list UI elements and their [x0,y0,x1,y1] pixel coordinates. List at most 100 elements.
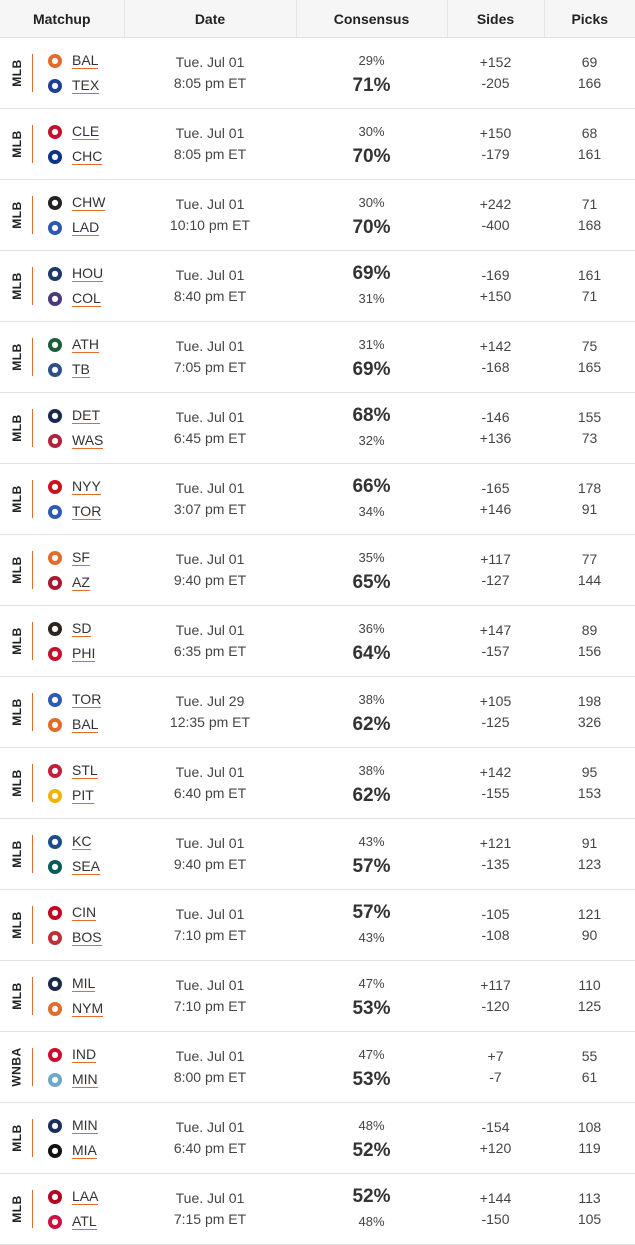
game-row[interactable]: MLB ● MIL ● NYM Tue. Jul 01 7:10 pm ET 47% 53% +1… [0,961,635,1032]
team-abbr-link[interactable]: BAL [72,52,99,69]
team-abbr-link[interactable]: SF [72,549,90,566]
team-away[interactable]: ● CIN [48,900,102,925]
team-home[interactable]: ● BAL [48,712,101,737]
picks-home: 165 [577,359,602,375]
team-abbr-link[interactable]: ATH [72,336,99,353]
team-abbr-link[interactable]: COL [72,290,101,307]
team-abbr-link[interactable]: IND [72,1046,97,1063]
game-row[interactable]: MLB ● MIN ● MIA Tue. Jul 01 6:40 pm ET 48% 52% -1… [0,1103,635,1174]
team-abbr-link[interactable]: PHI [72,645,96,662]
game-row[interactable]: MLB ● SF ● AZ Tue. Jul 01 9:40 pm ET 35% 65% +117… [0,535,635,606]
game-row[interactable]: MLB ● STL ● PIT Tue. Jul 01 6:40 pm ET 38% 62% +1… [0,748,635,819]
picks-cell: 95 153 [544,748,635,819]
team-home[interactable]: ● MIN [48,1067,98,1092]
team-abbr-link[interactable]: DET [72,407,100,424]
team-away[interactable]: ● MIL [48,971,103,996]
team-away[interactable]: ● IND [48,1042,98,1067]
team-abbr-link[interactable]: SEA [72,858,101,875]
team-abbr-link[interactable]: WAS [72,432,104,449]
consensus-away: 30% [358,195,385,210]
team-abbr-link[interactable]: KC [72,833,92,850]
team-home[interactable]: ● LAD [48,215,105,240]
team-home[interactable]: ● TB [48,357,99,382]
game-row[interactable]: WNBA ● IND ● MIN Tue. Jul 01 8:00 pm ET 47% 53% +… [0,1032,635,1103]
team-home[interactable]: ● PHI [48,641,96,666]
team-home[interactable]: ● NYM [48,996,104,1021]
game-row[interactable]: MLB ● NYY ● TOR Tue. Jul 01 3:07 pm ET 66% 34% -1… [0,464,635,535]
game-row[interactable]: MLB ● ATH ● TB Tue. Jul 01 7:05 pm ET 31% 69% +14… [0,322,635,393]
team-away[interactable]: ● ATH [48,332,99,357]
team-away[interactable]: ● MIN [48,1113,98,1138]
team-abbr-link[interactable]: BAL [72,716,99,733]
header-date[interactable]: Date [124,0,297,38]
team-abbr-link[interactable]: TEX [72,77,100,94]
team-abbr-link[interactable]: CIN [72,904,97,921]
team-away[interactable]: ● SD [48,616,95,641]
header-sides[interactable]: Sides [447,0,545,38]
team-abbr-link[interactable]: NYM [72,1000,104,1017]
team-home[interactable]: ● PIT [48,783,98,808]
team-home[interactable]: ● TOR [48,499,102,524]
team-home[interactable]: ● BOS [48,925,102,950]
team-away[interactable]: ● DET [48,403,103,428]
team-abbr-link[interactable]: MIA [72,1142,97,1159]
game-row[interactable]: MLB ● SD ● PHI Tue. Jul 01 6:35 pm ET 36% 64% +14… [0,606,635,677]
picks-cell: 71 168 [544,180,635,251]
game-row[interactable]: MLB ● CLE ● CHC Tue. Jul 01 8:05 pm ET 30% 70% +1… [0,109,635,180]
team-away[interactable]: ● LAA [48,1184,99,1209]
game-row[interactable]: MLB ● BAL ● TEX Tue. Jul 01 8:05 pm ET 29% 71% +1… [0,38,635,109]
team-home[interactable]: ● SEA [48,854,101,879]
team-abbr-link[interactable]: TB [72,361,90,378]
consensus-away: 38% [358,692,385,707]
team-home[interactable]: ● COL [48,286,103,311]
team-away[interactable]: ● CHW [48,190,106,215]
team-away[interactable]: ● NYY [48,474,101,499]
team-abbr-link[interactable]: LAD [72,219,100,236]
team-home[interactable]: ● MIA [48,1138,98,1163]
team-abbr-link[interactable]: MIN [72,1117,98,1134]
team-abbr-link[interactable]: AZ [72,574,90,591]
team-away[interactable]: ● KC [48,829,100,854]
game-row[interactable]: MLB ● KC ● SEA Tue. Jul 01 9:40 pm ET 43% 57% +12… [0,819,635,890]
team-abbr-link[interactable]: PIT [72,787,94,804]
game-date: Tue. Jul 01 [175,267,245,283]
team-home[interactable]: ● CHC [48,144,103,169]
team-away[interactable]: ● SF [48,545,90,570]
team-abbr-link[interactable]: TOR [72,691,102,708]
consensus-home: 70% [352,217,391,238]
game-row[interactable]: MLB ● CIN ● BOS Tue. Jul 01 7:10 pm ET 57% 43% -1… [0,890,635,961]
team-abbr-link[interactable]: MIN [72,1071,98,1088]
game-row[interactable]: MLB ● CHW ● LAD Tue. Jul 01 10:10 pm ET 30% 70% +… [0,180,635,251]
header-picks[interactable]: Picks [544,0,635,38]
game-row[interactable]: MLB ● HOU ● COL Tue. Jul 01 8:40 pm ET 69% 31% -1… [0,251,635,322]
picks-away: 110 [578,977,601,993]
team-abbr-link[interactable]: HOU [72,265,104,282]
team-abbr-link[interactable]: CHW [72,194,106,211]
team-abbr-link[interactable]: CHC [72,148,103,165]
team-logo-icon: ● [48,479,62,494]
game-row[interactable]: MLB ● LAA ● ATL Tue. Jul 01 7:15 pm ET 52% 48% +1… [0,1174,635,1245]
team-away[interactable]: ● TOR [48,687,102,712]
header-consensus[interactable]: Consensus [296,0,448,38]
team-abbr-link[interactable]: BOS [72,929,102,946]
team-home[interactable]: ● AZ [48,570,90,595]
team-abbr-link[interactable]: LAA [72,1188,99,1205]
team-abbr-link[interactable]: SD [72,620,92,637]
side-home: +146 [479,501,512,517]
team-away[interactable]: ● STL [48,758,98,783]
team-home[interactable]: ● TEX [48,73,100,98]
team-abbr-link[interactable]: STL [72,762,98,779]
consensus-home: 32% [358,433,385,448]
team-abbr-link[interactable]: MIL [72,975,96,992]
team-away[interactable]: ● CLE [48,119,102,144]
team-away[interactable]: ● BAL [48,48,99,73]
header-matchup[interactable]: Matchup [0,0,125,38]
side-home: -150 [481,1211,510,1227]
team-abbr-link[interactable]: TOR [72,503,102,520]
team-away[interactable]: ● HOU [48,261,104,286]
game-row[interactable]: MLB ● DET ● WAS Tue. Jul 01 6:45 pm ET 68% 32% -1… [0,393,635,464]
team-abbr-link[interactable]: CLE [72,123,100,140]
team-abbr-link[interactable]: NYY [72,478,101,495]
game-row[interactable]: MLB ● TOR ● BAL Tue. Jul 29 12:35 pm ET 38% 62% +… [0,677,635,748]
team-home[interactable]: ● WAS [48,428,104,453]
